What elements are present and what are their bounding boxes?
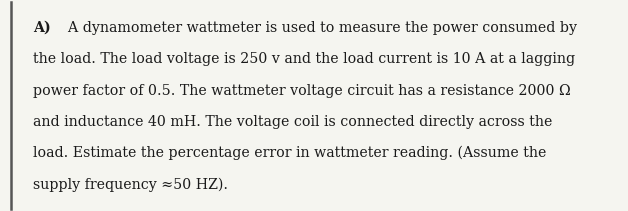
Text: supply frequency ≈50 HZ).: supply frequency ≈50 HZ). [33,177,228,192]
Text: A dynamometer wattmeter is used to measure the power consumed by: A dynamometer wattmeter is used to measu… [59,21,577,35]
Text: the load. The load voltage is 250 v and the load current is 10 A at a lagging: the load. The load voltage is 250 v and … [33,52,575,66]
Text: and inductance 40 mH. The voltage coil is connected directly across the: and inductance 40 mH. The voltage coil i… [33,115,552,129]
Text: load. Estimate the percentage error in wattmeter reading. (Assume the: load. Estimate the percentage error in w… [33,146,546,160]
Text: A): A) [33,21,50,35]
Text: power factor of 0.5. The wattmeter voltage circuit has a resistance 2000 Ω: power factor of 0.5. The wattmeter volta… [33,84,570,97]
